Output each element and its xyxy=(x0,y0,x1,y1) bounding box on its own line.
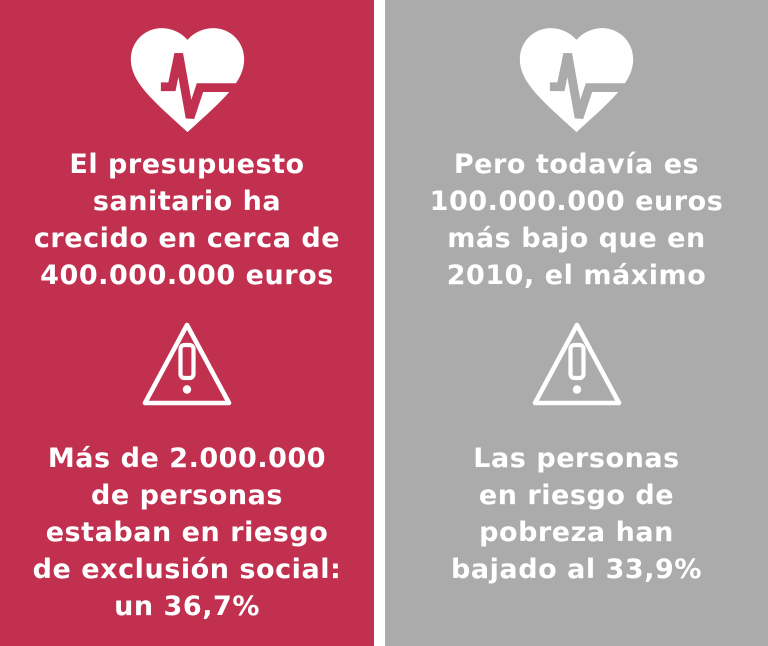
heartbeat-heart-icon xyxy=(519,28,636,133)
panel-poverty-risk: Pero todavía es 100.000.000 euros más ba… xyxy=(385,0,768,646)
text-line: en riesgo de xyxy=(478,480,675,511)
text-line: crecido en cerca de xyxy=(33,223,341,254)
warning-triangle-icon xyxy=(142,322,232,406)
panel-divider xyxy=(374,0,385,646)
text-line: de personas xyxy=(90,480,284,511)
text-line: Más de 2.000.000 xyxy=(47,443,327,474)
text-line: bajado al 33,9% xyxy=(451,554,702,585)
warning-triangle-icon xyxy=(532,322,621,406)
social-exclusion-text: Más de 2.000.000 de personas estaban en … xyxy=(0,440,374,625)
heartbeat-heart-icon xyxy=(130,28,247,133)
text-line: estaban en riesgo xyxy=(45,517,329,548)
budget-growth-text: El presupuesto sanitario ha crecido en c… xyxy=(0,146,374,294)
text-line: 2010, el máximo xyxy=(446,260,707,291)
text-line: un 36,7% xyxy=(114,591,260,622)
text-line: El presupuesto xyxy=(69,149,305,180)
poverty-rate-text: Las personas en riesgo de pobreza han ba… xyxy=(385,440,768,588)
text-line: más bajo que en xyxy=(447,223,706,254)
text-line: pobreza han xyxy=(479,517,674,548)
text-line: Pero todavía es xyxy=(453,149,700,180)
budget-gap-text: Pero todavía es 100.000.000 euros más ba… xyxy=(385,146,768,294)
text-line: Las personas xyxy=(473,443,680,474)
text-line: de exclusión social: xyxy=(32,554,342,585)
text-line: 400.000.000 euros xyxy=(40,260,334,291)
text-line: sanitario ha xyxy=(92,186,282,217)
panel-health-budget: El presupuesto sanitario ha crecido en c… xyxy=(0,0,374,646)
text-line: 100.000.000 euros xyxy=(429,186,724,217)
